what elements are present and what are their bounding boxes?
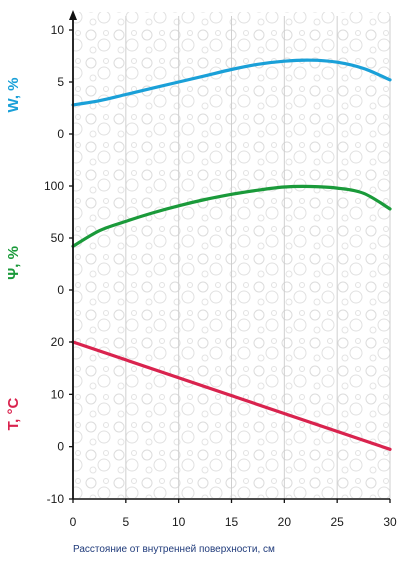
grid bbox=[125, 16, 391, 499]
relative-humidity-axis-title: Ψ, % bbox=[5, 246, 22, 280]
y-tick-label: 10 bbox=[51, 387, 65, 401]
y-tick-label: 100 bbox=[44, 179, 64, 193]
y-tick-label: 0 bbox=[57, 127, 64, 141]
x-tick-label: 10 bbox=[172, 515, 186, 529]
x-tick-label: 5 bbox=[122, 515, 129, 529]
x-tick-label: 15 bbox=[225, 515, 239, 529]
moisture-curve bbox=[71, 58, 392, 107]
x-tick-label: 25 bbox=[330, 515, 344, 529]
x-tick-label: 20 bbox=[278, 515, 292, 529]
y-tick-label: -10 bbox=[47, 492, 65, 506]
x-tick-label: 0 bbox=[70, 515, 77, 529]
x-tick-label: 30 bbox=[383, 515, 397, 529]
x-axis-title: Расстояние от внутренней поверхности, см bbox=[73, 544, 275, 555]
y-tick-label: 0 bbox=[57, 283, 64, 297]
temperature-axis-title: T, °C bbox=[5, 398, 22, 431]
y-tick-label: 10 bbox=[51, 23, 65, 37]
curves bbox=[71, 58, 392, 451]
moisture-axis-title: W, % bbox=[5, 77, 22, 112]
y-tick-label: 0 bbox=[57, 440, 64, 454]
y-axis-arrow-icon bbox=[69, 10, 77, 20]
y-tick-label: 5 bbox=[57, 75, 64, 89]
relative-humidity-curve bbox=[71, 184, 392, 248]
y-tick-label: 20 bbox=[51, 335, 65, 349]
y-tick-label: 50 bbox=[51, 231, 65, 245]
temperature-curve bbox=[71, 340, 392, 451]
labels: W, % Ψ, % T, °C Расстояние от внутренней по… bbox=[5, 77, 275, 555]
